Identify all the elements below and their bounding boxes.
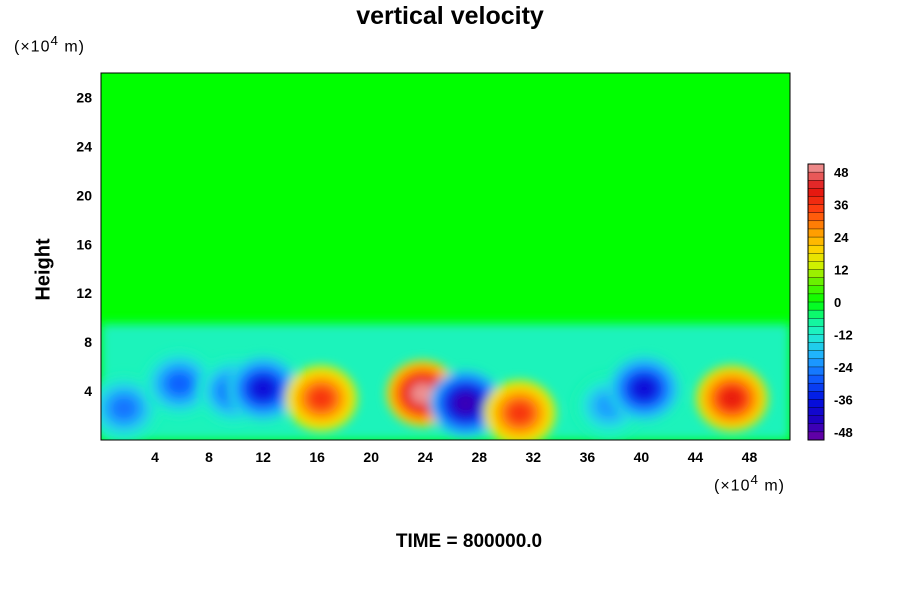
- plot-frame: [100, 72, 791, 441]
- cell-contour: [251, 378, 276, 400]
- colorbar-band: [807, 374, 825, 384]
- cell-contour: [167, 373, 192, 395]
- velocity-cell: [608, 355, 681, 422]
- colorbar-band: [807, 253, 825, 262]
- colorbar-band: [807, 334, 825, 344]
- y-tick-label: 20: [76, 187, 92, 203]
- x-tick-label: 8: [205, 449, 213, 465]
- cell-contour: [453, 392, 478, 414]
- colorbar-band: [807, 204, 825, 214]
- colorbar-band: [807, 220, 825, 230]
- colorbar-band: [807, 212, 825, 222]
- x-tick-label: 32: [526, 449, 542, 465]
- y-tick-label: 24: [76, 138, 92, 154]
- x-tick-label: 28: [471, 449, 487, 465]
- colorbar: 48 36 24 12 0 -12 -24 -36 -48: [807, 163, 854, 441]
- y-axis: 4 8 12 16 20 24 28: [76, 89, 92, 399]
- colorbar-band: [807, 188, 825, 197]
- colorbar-band: [807, 382, 825, 392]
- cell-contour: [309, 387, 334, 410]
- chart-title: vertical velocity: [356, 2, 544, 30]
- colorbar-band: [807, 366, 825, 376]
- colorbar-tick-label: 12: [834, 263, 848, 278]
- x-tick-label: 48: [742, 449, 758, 465]
- colorbar-band: [807, 293, 825, 303]
- x-tick-label: 20: [363, 449, 379, 465]
- colorbar-band: [807, 244, 825, 254]
- x-tick-label: 44: [688, 449, 704, 465]
- colorbar-tick-label: 0: [834, 295, 841, 310]
- colorbar-band: [807, 415, 825, 425]
- colorbar-tick-label: -12: [834, 327, 853, 342]
- colorbar-band: [807, 196, 825, 206]
- x-axis: 4 8 12 16 20 24 28 32 36 40 44 48: [151, 449, 757, 465]
- cell-contour: [410, 382, 435, 405]
- colorbar-tick-label: -48: [834, 425, 853, 440]
- velocity-cell: [227, 355, 300, 422]
- colorbar-band: [807, 171, 825, 181]
- colorbar-band: [807, 350, 825, 360]
- colorbar-band: [807, 431, 825, 441]
- cell-contour: [719, 387, 744, 410]
- colorbar-band: [807, 318, 825, 327]
- velocity-field: [101, 73, 790, 440]
- colorbar-tick-label: 24: [834, 230, 849, 245]
- y-axis-unit: (×104 m): [14, 33, 85, 56]
- colorbar-band: [807, 261, 825, 271]
- y-tick-label: 4: [84, 383, 92, 399]
- velocity-cell: [483, 380, 556, 440]
- y-tick-label: 12: [76, 285, 92, 301]
- colorbar-frame: [807, 163, 825, 441]
- colorbar-tick-label: -24: [834, 360, 854, 375]
- colorbar-band: [807, 342, 825, 352]
- colorbar-band: [807, 236, 825, 246]
- colorbar-band: [807, 358, 825, 368]
- colorbar-band: [807, 326, 825, 335]
- colorbar-band: [807, 163, 825, 173]
- colorbar-band: [807, 228, 825, 238]
- velocity-cell: [695, 365, 768, 432]
- y-tick-label: 8: [84, 334, 92, 350]
- y-tick-label: 16: [76, 236, 92, 252]
- x-tick-label: 24: [417, 449, 433, 465]
- x-tick-label: 40: [634, 449, 650, 465]
- colorbar-band: [807, 309, 825, 319]
- colorbar-tick-label: 36: [834, 198, 848, 213]
- x-tick-label: 4: [151, 449, 159, 465]
- colorbar-band: [807, 407, 825, 417]
- velocity-cells: [101, 350, 768, 440]
- x-tick-label: 16: [309, 449, 325, 465]
- colorbar-band: [807, 285, 825, 295]
- velocity-cell: [143, 350, 216, 417]
- colorbar-band: [807, 277, 825, 287]
- x-tick-label: 12: [255, 449, 271, 465]
- colorbar-band: [807, 180, 825, 189]
- y-tick-label: 28: [76, 89, 92, 105]
- x-tick-label: 36: [580, 449, 596, 465]
- velocity-cell: [429, 370, 502, 437]
- colorbar-band: [807, 391, 825, 400]
- cell-contour: [111, 397, 136, 419]
- velocity-cell: [101, 375, 160, 440]
- colorbar-band: [807, 269, 825, 279]
- colorbar-band: [807, 399, 825, 409]
- velocity-cell: [285, 365, 358, 432]
- cell-contour: [507, 402, 532, 424]
- colorbar-band: [807, 423, 825, 433]
- x-axis-unit: (×104 m): [714, 472, 785, 495]
- colorbar-tick-label: 48: [834, 165, 848, 180]
- colorbar-band: [807, 301, 825, 311]
- cell-contour: [632, 378, 657, 400]
- colorbar-tick-label: -36: [834, 392, 853, 407]
- time-label: TIME = 800000.0: [395, 531, 543, 552]
